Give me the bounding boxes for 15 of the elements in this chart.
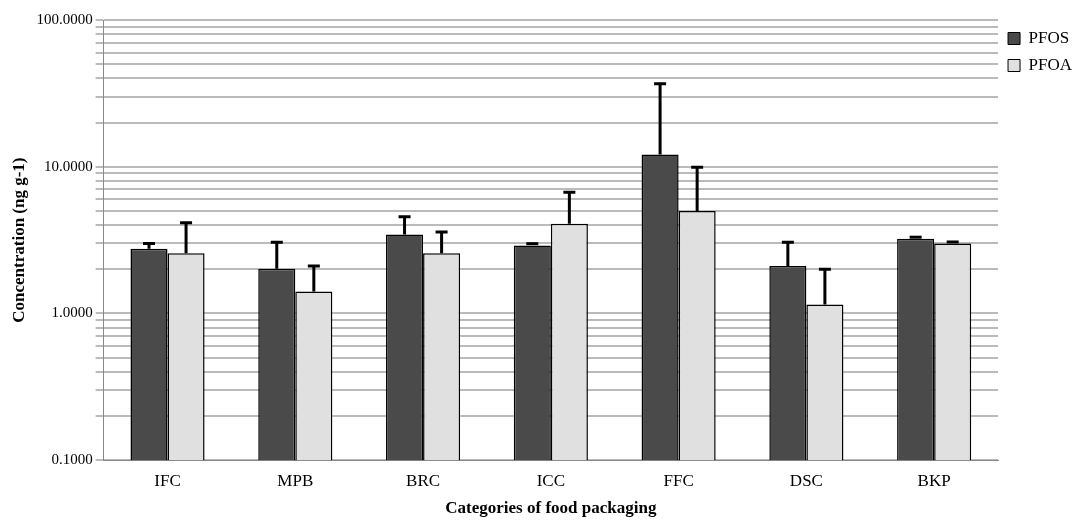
x-tick-label: BKP	[917, 470, 951, 490]
legend-label: PFOA	[1028, 54, 1073, 74]
x-tick-label: ICC	[536, 470, 566, 490]
y-tick-label: 1.0000	[51, 304, 93, 321]
x-axis-title: Categories of food packaging	[445, 498, 657, 518]
y-tick-label: 10.0000	[43, 157, 93, 174]
y-axis-title: Concentration (ng g-1)	[8, 157, 28, 323]
y-tick-label: 100.0000	[36, 10, 93, 27]
x-tick-label: IFC	[154, 470, 181, 490]
x-tick-label: DSC	[789, 470, 823, 490]
x-tick-label: MPB	[277, 470, 314, 490]
y-tick-label: 0.1000	[51, 451, 93, 468]
legend-label: PFOS	[1028, 27, 1070, 47]
x-tick-label: FFC	[663, 470, 694, 490]
x-tick-label: BRC	[406, 470, 441, 490]
